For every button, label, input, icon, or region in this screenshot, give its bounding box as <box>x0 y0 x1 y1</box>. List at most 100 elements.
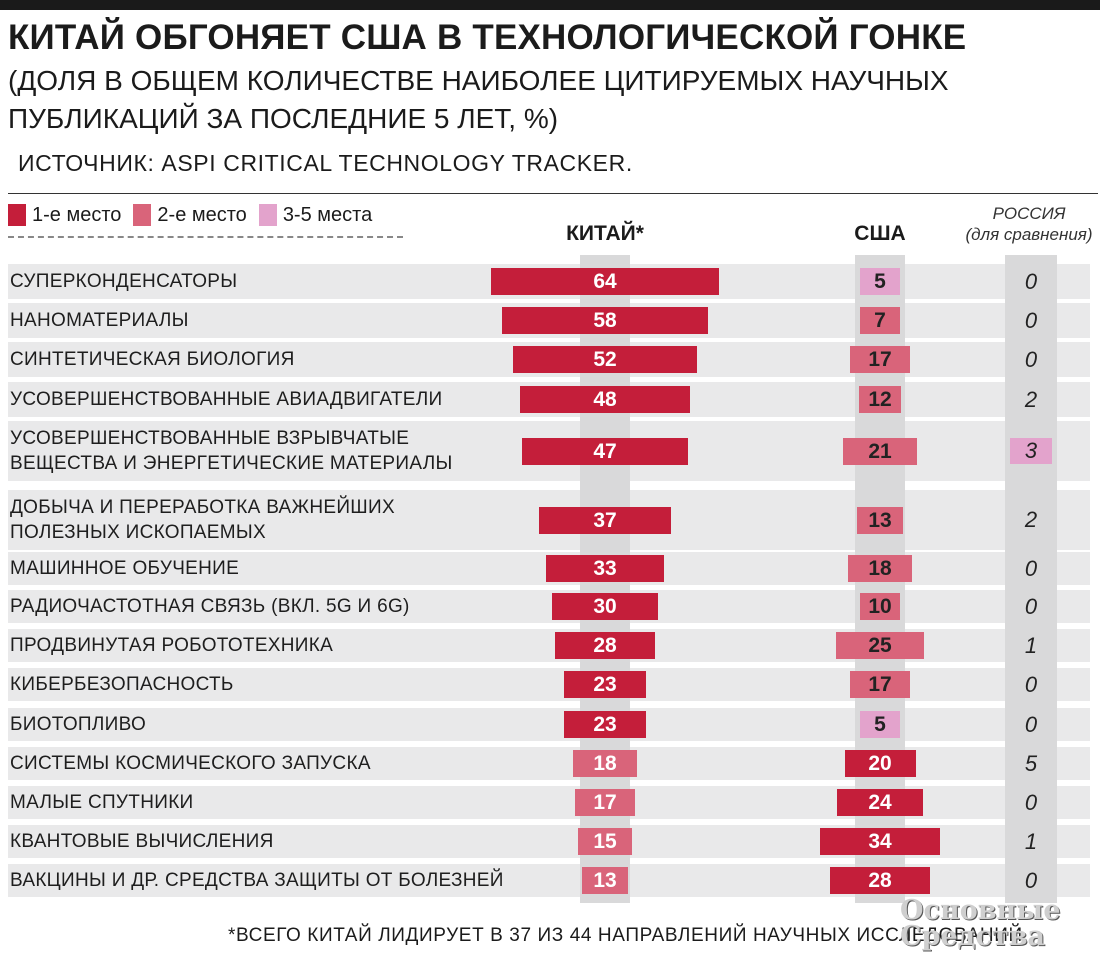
watermark-line2: Средства <box>900 921 1045 952</box>
row-label: РАДИОЧАСТОТНАЯ СВЯЗЬ (ВКЛ. 5G И 6G) <box>10 594 410 619</box>
russia-value: 0 <box>1024 789 1038 815</box>
usa-bar <box>856 506 904 534</box>
row-label: ВАКЦИНЫ И ДР. СРЕДСТВА ЗАЩИТЫ ОТ БОЛЕЗНЕ… <box>10 868 504 893</box>
column-header-china: КИТАЙ* <box>566 222 644 245</box>
china-value: 13 <box>593 869 617 892</box>
china-bar <box>502 307 708 334</box>
row-label: КВАНТОВЫЕ ВЫЧИСЛЕНИЯ <box>10 829 274 854</box>
china-value: 52 <box>593 348 617 371</box>
usa-value: 20 <box>868 752 892 775</box>
row-label-line: БИОТОПЛИВО <box>10 714 147 735</box>
russia-value: 0 <box>1024 307 1038 333</box>
usa-bar <box>858 386 902 413</box>
china-bar <box>539 506 671 534</box>
chart-source: ИСТОЧНИК: ASPI CRITICAL TECHNOLOGY TRACK… <box>18 150 633 176</box>
row-label-line: МАЛЫЕ СПУТНИКИ <box>10 792 194 813</box>
usa-value: 17 <box>868 348 892 371</box>
china-bar <box>546 555 664 582</box>
usa-value: 24 <box>868 791 892 814</box>
china-bar <box>578 828 632 855</box>
russia-value: 2 <box>1024 507 1038 532</box>
legend-label-third: 3-5 места <box>282 203 373 226</box>
legend-swatch-third <box>258 204 277 226</box>
usa-value: 28 <box>868 869 892 892</box>
row-label-line: ПОЛЕЗНЫХ ИСКОПАЕМЫХ <box>10 522 266 543</box>
column-header-russia: РОССИЯ (для сравнения) <box>962 203 1096 245</box>
china-bar <box>512 346 698 373</box>
row-label: МАШИННОЕ ОБУЧЕНИЕ <box>10 556 239 581</box>
usa-bar <box>830 867 930 894</box>
china-bar <box>519 386 691 413</box>
russia-value: 1 <box>1024 828 1038 854</box>
china-bar <box>573 750 637 777</box>
legend-label-first: 1-е место <box>32 203 122 226</box>
row-label-line: ДОБЫЧА И ПЕРЕРАБОТКА ВАЖНЕЙШИХ <box>10 497 395 518</box>
row-label: ПРОДВИНУТАЯ РОБОТОТЕХНИКА <box>10 633 333 658</box>
row-label: БИОТОПЛИВО <box>10 712 146 737</box>
watermark-logo: Основные Средства <box>900 895 1061 952</box>
legend: 1-е место 2-е место 3-5 места <box>8 200 384 230</box>
usa-value: 5 <box>874 270 886 293</box>
row-label: СУПЕРКОНДЕНСАТОРЫ <box>10 269 237 294</box>
usa-value: 34 <box>868 830 892 853</box>
usa-value: 12 <box>868 388 892 411</box>
row-label-line: МАШИННОЕ ОБУЧЕНИЕ <box>10 558 240 579</box>
russia-value: 2 <box>1024 386 1038 412</box>
legend-label-second: 2-е место <box>157 203 247 226</box>
china-value: 15 <box>593 830 617 853</box>
usa-bar <box>837 789 923 816</box>
usa-bar <box>842 437 918 465</box>
china-value: 23 <box>593 713 617 736</box>
footnote: *ВСЕГО КИТАЙ ЛИДИРУЕТ В 37 ИЗ 44 НАПРАВЛ… <box>228 925 1029 946</box>
china-bar <box>564 671 646 698</box>
china-value: 64 <box>593 270 617 293</box>
usa-value: 21 <box>868 439 892 463</box>
row-label-line: НАНОМАТЕРИАЛЫ <box>10 310 189 331</box>
china-value: 37 <box>593 508 617 532</box>
russia-value: 0 <box>1024 593 1038 619</box>
china-value: 47 <box>593 439 617 463</box>
row-label-line: РАДИОЧАСТОТНАЯ СВЯЗЬ (ВКЛ. 5G И 6G) <box>10 596 410 617</box>
row-label: НАНОМАТЕРИАЛЫ <box>10 308 189 333</box>
row-label: СИНТЕТИЧЕСКАЯ БИОЛОГИЯ <box>10 347 295 372</box>
china-value: 17 <box>593 791 617 814</box>
usa-bar <box>819 828 941 855</box>
russia-value: 0 <box>1024 346 1038 372</box>
china-bar <box>491 268 719 295</box>
usa-value: 18 <box>868 557 892 580</box>
china-value: 48 <box>593 388 617 411</box>
russia-value: 0 <box>1024 555 1038 581</box>
watermark-line1: Основные <box>900 895 1061 926</box>
row-label-line: СИСТЕМЫ КОСМИЧЕСКОГО ЗАПУСКА <box>10 753 371 774</box>
russia-value: 0 <box>1024 711 1038 737</box>
row-label-line: УСОВЕРШЕНСТВОВАННЫЕ ВЗРЫВЧАТЫЕ <box>10 428 410 449</box>
russia-value: 5 <box>1024 750 1038 776</box>
row-label: КИБЕРБЕЗОПАСНОСТЬ <box>10 672 234 697</box>
column-header-usa: США <box>854 222 906 245</box>
china-value: 58 <box>593 309 617 332</box>
row-label-line: УСОВЕРШЕНСТВОВАННЫЕ АВИАДВИГАТЕЛИ <box>10 389 443 410</box>
china-bar <box>564 711 646 738</box>
top-bar <box>0 0 1100 10</box>
russia-value: 3 <box>1010 438 1052 464</box>
legend-swatch-second <box>133 204 152 226</box>
china-bar <box>555 632 655 659</box>
row-label-line: СУПЕРКОНДЕНСАТОРЫ <box>10 271 238 292</box>
russia-value: 0 <box>1024 671 1038 697</box>
row-label-line: ВАКЦИНЫ И ДР. СРЕДСТВА ЗАЩИТЫ ОТ БОЛЕЗНЕ… <box>10 870 504 891</box>
row-label-line: СИНТЕТИЧЕСКАЯ БИОЛОГИЯ <box>10 349 295 370</box>
row-label: ДОБЫЧА И ПЕРЕРАБОТКА ВАЖНЕЙШИХ ПОЛЕЗНЫХ И… <box>10 495 395 545</box>
legend-item-first: 1-е место <box>8 204 121 227</box>
row-label: УСОВЕРШЕНСТВОВАННЫЕ АВИАДВИГАТЕЛИ <box>10 387 442 412</box>
usa-value: 5 <box>874 713 886 736</box>
row-label: УСОВЕРШЕНСТВОВАННЫЕ ВЗРЫВЧАТЫЕ ВЕЩЕСТВА И… <box>10 426 453 476</box>
china-bar <box>581 867 629 894</box>
row-label-line: КИБЕРБЕЗОПАСНОСТЬ <box>10 674 234 695</box>
row-label: МАЛЫЕ СПУТНИКИ <box>10 790 194 815</box>
china-bar <box>574 789 636 816</box>
china-value: 28 <box>593 634 617 657</box>
chart-row <box>8 590 1090 623</box>
row-label: СИСТЕМЫ КОСМИЧЕСКОГО ЗАПУСКА <box>10 751 371 776</box>
usa-value: 17 <box>868 673 892 696</box>
usa-bar <box>860 711 900 738</box>
